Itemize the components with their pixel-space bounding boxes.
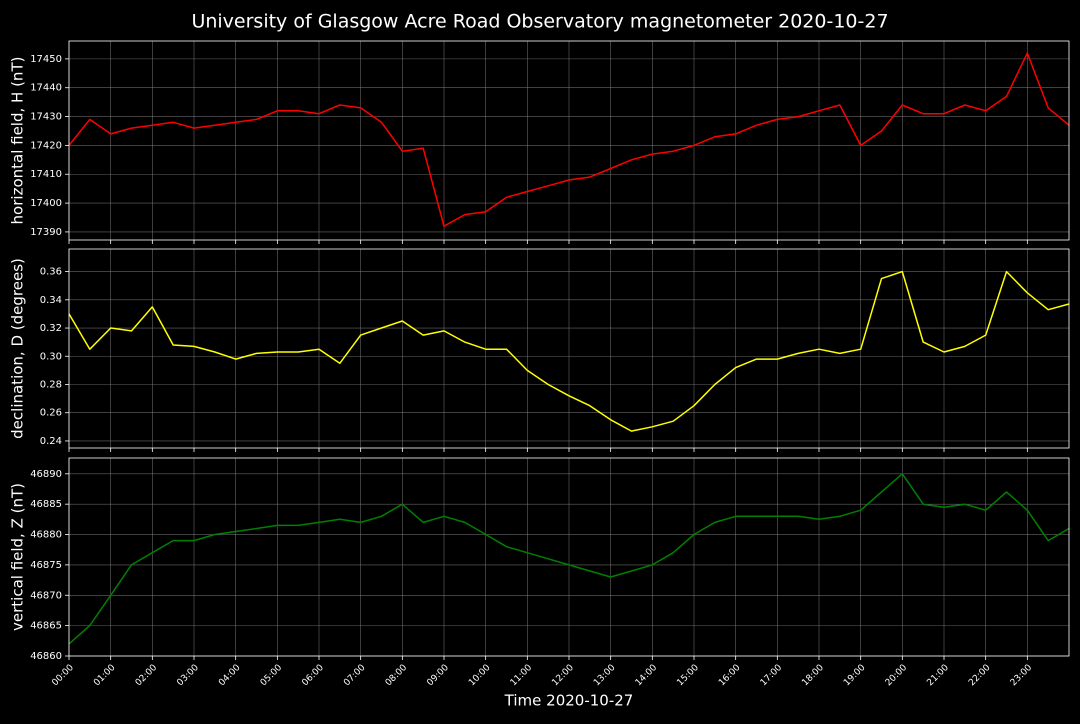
y-tick-label: 46860 (30, 651, 62, 662)
y-tick-label: 46865 (30, 621, 62, 632)
data-line (68, 52, 1070, 227)
x-axis-label: Time 2020-10-27 (504, 692, 634, 710)
y-tick-label: 46890 (30, 469, 62, 480)
axes-frame (68, 40, 1070, 241)
chart-title: University of Glasgow Acre Road Observat… (191, 11, 888, 33)
axes-frame (68, 457, 1070, 657)
data-line (68, 473, 1070, 645)
y-axis-label: vertical field, Z (nT) (9, 483, 27, 631)
y-tick-label: 0.34 (40, 295, 62, 306)
data-line (68, 270, 1070, 432)
y-tick-label: 0.30 (40, 351, 62, 362)
y-tick-label: 17390 (30, 227, 62, 238)
y-tick-label: 17420 (30, 140, 62, 151)
y-tick-label: 46870 (30, 590, 62, 601)
y-tick-label: 17410 (30, 169, 62, 180)
y-tick-label: 0.26 (40, 408, 62, 419)
y-tick-label: 17400 (30, 198, 62, 209)
y-tick-label: 0.24 (40, 436, 62, 447)
y-axis-label: declination, D (degrees) (9, 258, 27, 439)
y-tick-label: 46885 (30, 499, 62, 510)
axes-frame (68, 248, 1070, 449)
y-tick-label: 0.28 (40, 379, 62, 390)
y-axis-label: horizontal field, H (nT) (9, 57, 27, 225)
y-tick-label: 0.32 (40, 323, 62, 334)
y-tick-label: 17450 (30, 54, 62, 65)
y-tick-label: 17440 (30, 83, 62, 94)
y-tick-label: 17430 (30, 112, 62, 123)
y-tick-label: 0.36 (40, 267, 62, 278)
y-tick-label: 46875 (30, 560, 62, 571)
y-tick-label: 46880 (30, 530, 62, 541)
